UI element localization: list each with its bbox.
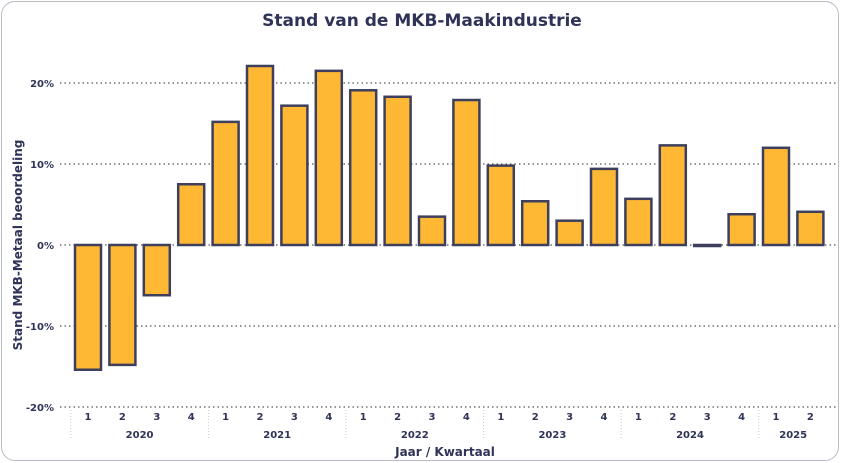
y-tick-label: -20%: [26, 403, 54, 414]
x-tick-label: 2: [119, 412, 126, 423]
bar[interactable]: [589, 167, 619, 247]
x-tick-label: 3: [704, 412, 711, 423]
bar[interactable]: [692, 243, 722, 248]
bar[interactable]: [108, 243, 137, 367]
bar[interactable]: [211, 120, 240, 247]
x-tick-label: 2: [669, 412, 676, 423]
bar[interactable]: [383, 95, 412, 247]
x-tick-label: 1: [497, 412, 504, 423]
year-label: 2023: [538, 430, 566, 441]
bar[interactable]: [658, 144, 688, 247]
bar[interactable]: [452, 98, 481, 247]
bar[interactable]: [142, 243, 172, 297]
x-tick-label: 2: [257, 412, 264, 423]
bar[interactable]: [486, 164, 516, 247]
chart-title: Stand van de MKB-Maakindustrie: [262, 11, 582, 31]
y-axis-label: Stand MKB-Metaal beoordeling: [11, 140, 25, 351]
x-tick-label: 2: [394, 412, 401, 423]
bar[interactable]: [727, 212, 756, 247]
bar[interactable]: [314, 69, 344, 247]
year-label: 2021: [263, 430, 291, 441]
x-tick-label: 3: [153, 412, 160, 423]
bar[interactable]: [348, 89, 378, 247]
bar[interactable]: [555, 219, 584, 247]
bar[interactable]: [624, 197, 653, 247]
x-tick-label: 1: [635, 412, 642, 423]
bar[interactable]: [761, 146, 791, 247]
bar[interactable]: [520, 200, 550, 247]
x-tick-label: 1: [773, 412, 780, 423]
y-tick-label: 20%: [30, 79, 54, 90]
x-tick-label: 1: [222, 412, 229, 423]
y-tick-label: -10%: [26, 322, 54, 333]
x-tick-label: 4: [601, 412, 608, 423]
year-label: 2024: [676, 430, 704, 441]
bar[interactable]: [176, 183, 206, 247]
y-tick-label: 10%: [30, 160, 54, 171]
bar[interactable]: [245, 64, 275, 247]
bar[interactable]: [73, 243, 103, 371]
x-tick-label: 4: [188, 412, 195, 423]
x-tick-label: 4: [463, 412, 470, 423]
year-label: 2025: [779, 430, 807, 441]
x-tick-label: 4: [325, 412, 332, 423]
x-tick-label: 3: [429, 412, 436, 423]
x-tick-label: 3: [291, 412, 298, 423]
bar[interactable]: [280, 104, 309, 247]
x-tick-label: 3: [566, 412, 573, 423]
x-tick-label: 2: [532, 412, 539, 423]
bar[interactable]: [417, 215, 447, 247]
year-label: 2020: [126, 430, 154, 441]
year-label: 2022: [401, 430, 429, 441]
x-axis-label: Jaar / Kwartaal: [394, 445, 495, 459]
y-tick-label: 0%: [37, 241, 54, 252]
x-tick-label: 1: [85, 412, 92, 423]
bar[interactable]: [796, 210, 825, 247]
x-tick-label: 4: [738, 412, 745, 423]
x-tick-label: 2: [807, 412, 814, 423]
x-tick-label: 1: [360, 412, 367, 423]
